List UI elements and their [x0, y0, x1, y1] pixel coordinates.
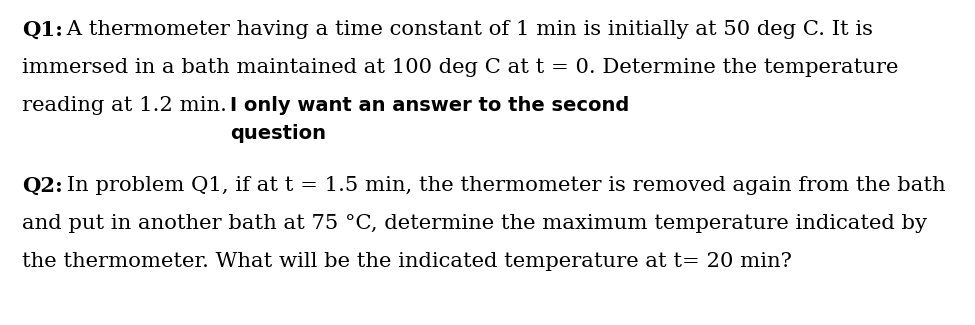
- Text: and put in another bath at 75 °C, determine the maximum temperature indicated by: and put in another bath at 75 °C, determ…: [22, 214, 927, 233]
- Text: A thermometer having a time constant of 1 min is initially at 50 deg C. It is: A thermometer having a time constant of …: [60, 20, 873, 39]
- Text: In problem Q1, if at t = 1.5 min, the thermometer is removed again from the bath: In problem Q1, if at t = 1.5 min, the th…: [60, 176, 946, 195]
- Text: immersed in a bath maintained at 100 deg C at t = 0. Determine the temperature: immersed in a bath maintained at 100 deg…: [22, 58, 898, 77]
- Text: question: question: [230, 124, 326, 143]
- Text: I only want an answer to the second: I only want an answer to the second: [230, 96, 629, 115]
- Text: Q2:: Q2:: [22, 176, 62, 196]
- Text: reading at 1.2 min.: reading at 1.2 min.: [22, 96, 227, 115]
- Text: the thermometer. What will be the indicated temperature at t= 20 min?: the thermometer. What will be the indica…: [22, 252, 792, 271]
- Text: Q1:: Q1:: [22, 20, 63, 40]
